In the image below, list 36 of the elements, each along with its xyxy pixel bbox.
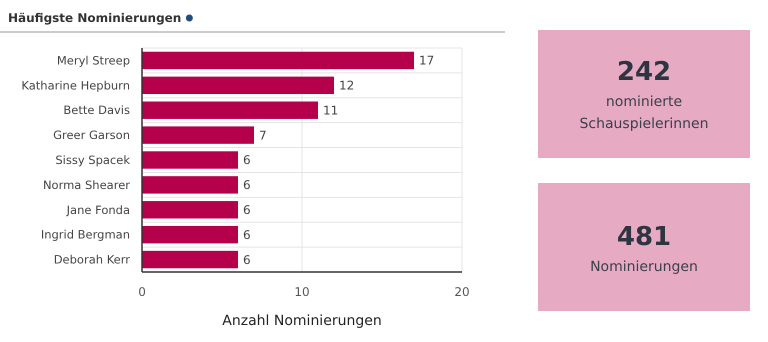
y-tick-label: Deborah Kerr — [54, 252, 130, 267]
data-label: 12 — [339, 78, 354, 93]
bar — [142, 102, 318, 119]
x-axis-title: Anzahl Nominierungen — [222, 313, 382, 329]
x-tick-label: 0 — [138, 285, 146, 299]
data-label: 7 — [259, 128, 267, 142]
bar — [142, 176, 238, 194]
text: nominierte Schauspielerinnen — [580, 94, 708, 132]
bar — [142, 151, 238, 169]
data-label: 17 — [419, 54, 434, 68]
bar — [142, 76, 334, 94]
y-tick-label: Jane Fonda — [66, 202, 130, 217]
y-tick-label: Bette Davis — [63, 103, 130, 118]
data-label: 6 — [243, 178, 251, 192]
data-label: 11 — [323, 103, 338, 118]
text: Nominierungen — [590, 259, 698, 275]
y-tick-label: Sissy Spacek — [55, 153, 130, 168]
bar — [142, 250, 238, 268]
x-tick-label: 20 — [454, 285, 470, 299]
y-tick-label: Meryl Streep — [56, 53, 130, 68]
data-label: 6 — [243, 202, 251, 217]
y-tick-label: Katharine Hepburn — [21, 78, 130, 92]
bar — [142, 201, 238, 218]
data-label: 6 — [243, 228, 251, 242]
data-label: 6 — [243, 252, 251, 267]
bar — [142, 226, 238, 244]
bar — [142, 52, 414, 70]
x-tick-label: 10 — [294, 285, 310, 299]
y-tick-label: Ingrid Bergman — [40, 228, 130, 242]
bar — [142, 126, 254, 144]
y-tick-label: Greer Garson — [53, 128, 130, 142]
text: 481 — [616, 222, 672, 252]
text: 242 — [616, 57, 672, 87]
data-label: 6 — [243, 153, 251, 168]
chart-title: Häufigste Nominierungen — [8, 11, 182, 25]
y-tick-label: Norma Shearer — [42, 178, 130, 192]
